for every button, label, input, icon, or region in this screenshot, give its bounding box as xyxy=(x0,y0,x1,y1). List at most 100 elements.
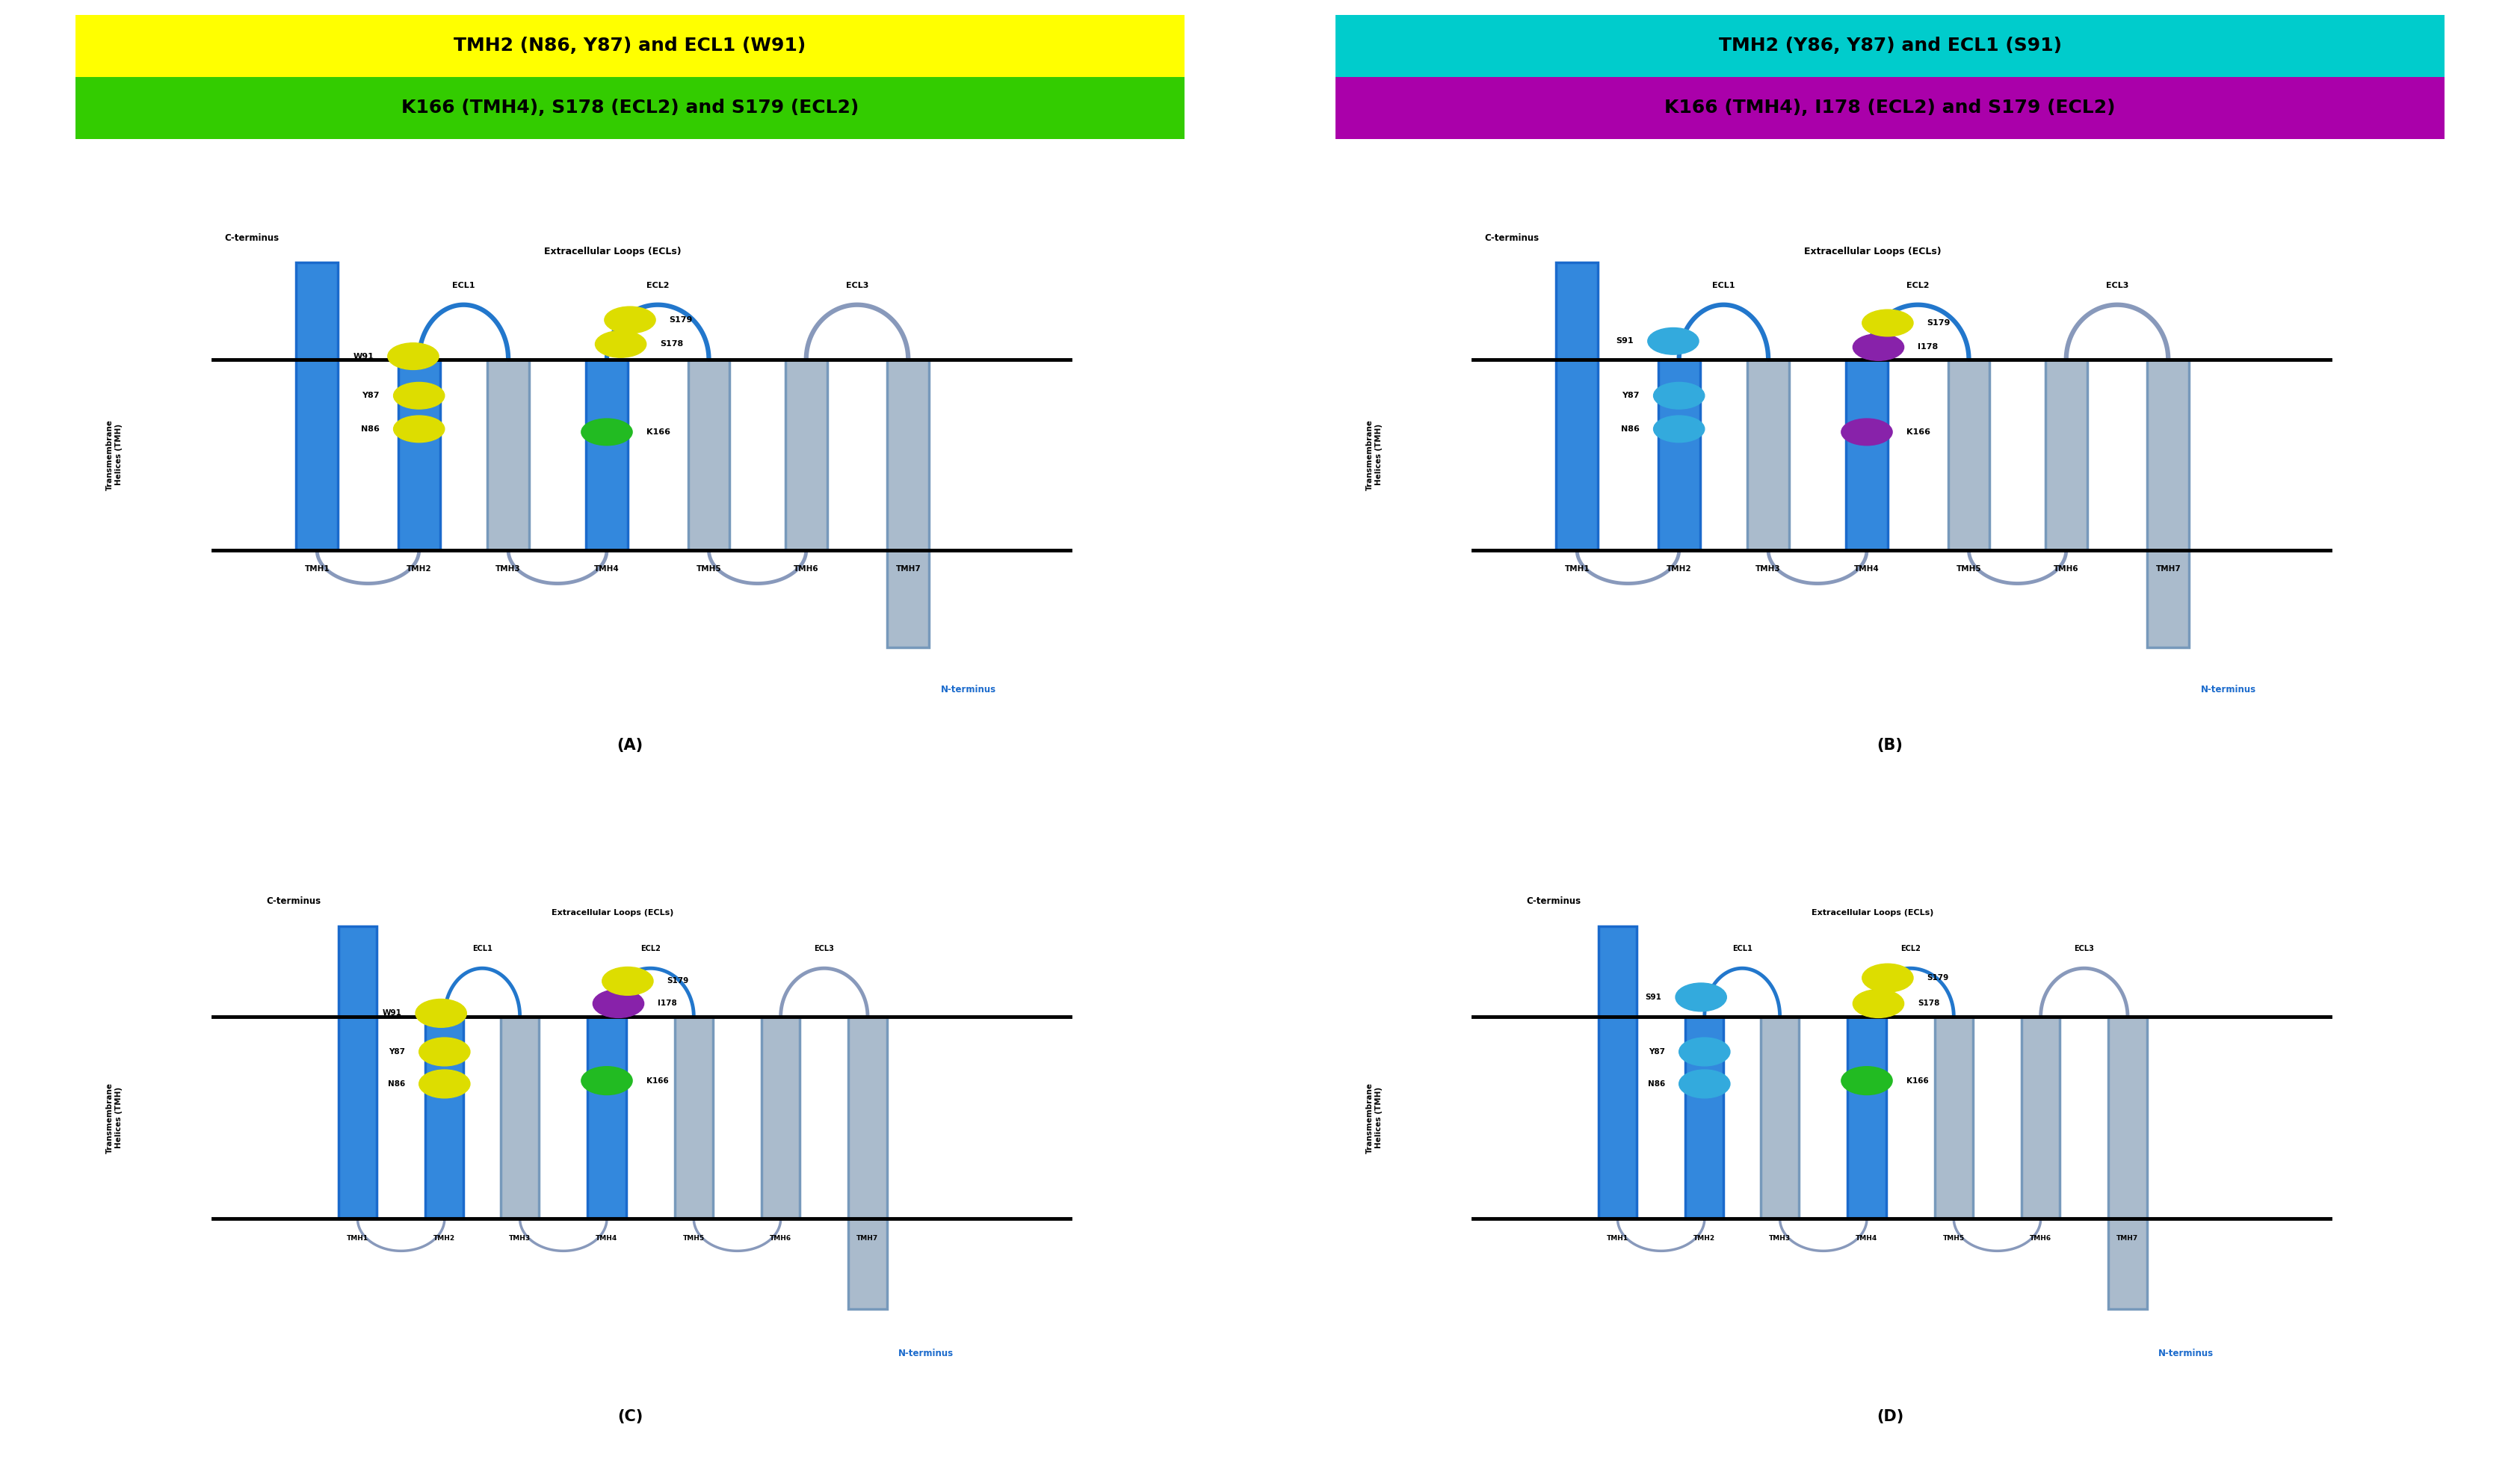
Circle shape xyxy=(1862,310,1913,336)
Text: ECL3: ECL3 xyxy=(814,945,834,952)
Circle shape xyxy=(1653,383,1704,409)
FancyBboxPatch shape xyxy=(2109,1016,2147,1308)
Text: Extracellular Loops (ECLs): Extracellular Loops (ECLs) xyxy=(1804,247,1940,257)
FancyBboxPatch shape xyxy=(1948,359,1991,550)
FancyBboxPatch shape xyxy=(887,359,930,647)
Text: (B): (B) xyxy=(1877,739,1903,753)
FancyBboxPatch shape xyxy=(1336,15,2444,76)
FancyBboxPatch shape xyxy=(587,1016,625,1219)
FancyBboxPatch shape xyxy=(1746,359,1789,550)
Text: ECL1: ECL1 xyxy=(1731,945,1751,952)
FancyBboxPatch shape xyxy=(1686,1016,1724,1219)
Text: Transmembrane
Helices (TMH): Transmembrane Helices (TMH) xyxy=(106,1082,123,1153)
Text: TMH4: TMH4 xyxy=(1855,1235,1877,1241)
Text: S179: S179 xyxy=(1928,320,1950,327)
Text: S91: S91 xyxy=(1615,337,1633,345)
Text: C-terminus: C-terminus xyxy=(1527,896,1580,905)
Text: Y87: Y87 xyxy=(1623,391,1641,400)
Text: TMH7: TMH7 xyxy=(895,565,920,572)
Text: TMH1: TMH1 xyxy=(1565,565,1590,572)
Text: TMH4: TMH4 xyxy=(595,565,620,572)
Circle shape xyxy=(1653,416,1704,442)
Text: W91: W91 xyxy=(383,1009,401,1018)
FancyBboxPatch shape xyxy=(1658,359,1701,550)
Text: TMH1: TMH1 xyxy=(1608,1235,1628,1241)
Circle shape xyxy=(1852,990,1905,1018)
Text: C-terminus: C-terminus xyxy=(1484,234,1540,242)
Text: ECL1: ECL1 xyxy=(451,282,476,289)
Text: TMH1: TMH1 xyxy=(348,1235,368,1241)
Circle shape xyxy=(1862,964,1913,991)
Text: N-terminus: N-terminus xyxy=(897,1349,953,1359)
FancyBboxPatch shape xyxy=(338,927,375,1219)
FancyBboxPatch shape xyxy=(1336,76,2444,139)
Circle shape xyxy=(1842,419,1893,445)
Text: (D): (D) xyxy=(1877,1409,1903,1425)
FancyBboxPatch shape xyxy=(2046,359,2087,550)
Circle shape xyxy=(393,383,444,409)
Text: TMH5: TMH5 xyxy=(1943,1235,1966,1241)
FancyBboxPatch shape xyxy=(297,263,338,550)
Text: N-terminus: N-terminus xyxy=(940,685,995,695)
Text: TMH3: TMH3 xyxy=(509,1235,532,1241)
Circle shape xyxy=(1678,1070,1731,1098)
Text: Y87: Y87 xyxy=(388,1048,406,1056)
Text: TMH2: TMH2 xyxy=(406,565,431,572)
FancyBboxPatch shape xyxy=(1847,359,1887,550)
Text: N86: N86 xyxy=(388,1080,406,1088)
FancyBboxPatch shape xyxy=(398,359,441,550)
Text: ECL3: ECL3 xyxy=(2107,282,2129,289)
Text: N-terminus: N-terminus xyxy=(2157,1349,2213,1359)
FancyBboxPatch shape xyxy=(426,1016,464,1219)
Text: K166: K166 xyxy=(1905,428,1930,435)
Circle shape xyxy=(393,416,444,442)
Text: K166 (TMH4), I178 (ECL2) and S179 (ECL2): K166 (TMH4), I178 (ECL2) and S179 (ECL2) xyxy=(1666,99,2114,117)
Text: K166: K166 xyxy=(645,428,670,435)
Circle shape xyxy=(1852,334,1905,361)
Text: N86: N86 xyxy=(1620,425,1641,432)
Text: ECL1: ECL1 xyxy=(471,945,491,952)
Text: TMH2: TMH2 xyxy=(1693,1235,1716,1241)
Text: TMH1: TMH1 xyxy=(305,565,330,572)
Text: S179: S179 xyxy=(1928,974,1948,981)
Circle shape xyxy=(388,343,438,369)
Circle shape xyxy=(582,419,633,445)
Text: TMH6: TMH6 xyxy=(794,565,819,572)
FancyBboxPatch shape xyxy=(2147,359,2190,647)
Text: S179: S179 xyxy=(670,317,693,324)
FancyBboxPatch shape xyxy=(1761,1016,1799,1219)
FancyBboxPatch shape xyxy=(76,15,1184,76)
FancyBboxPatch shape xyxy=(1935,1016,1973,1219)
Circle shape xyxy=(605,307,655,333)
Text: TMH4: TMH4 xyxy=(595,1235,617,1241)
Text: ECL3: ECL3 xyxy=(847,282,869,289)
Text: ECL1: ECL1 xyxy=(1711,282,1736,289)
FancyBboxPatch shape xyxy=(849,1016,887,1308)
Text: Transmembrane
Helices (TMH): Transmembrane Helices (TMH) xyxy=(1366,419,1383,491)
Text: ECL2: ECL2 xyxy=(1908,282,1930,289)
Text: TMH2: TMH2 xyxy=(1666,565,1691,572)
Text: S178: S178 xyxy=(660,340,683,347)
Text: I178: I178 xyxy=(658,1000,678,1007)
Circle shape xyxy=(595,331,645,358)
Circle shape xyxy=(1678,1038,1731,1066)
Text: TMH2 (Y86, Y87) and ECL1 (S91): TMH2 (Y86, Y87) and ECL1 (S91) xyxy=(1719,37,2061,54)
Text: Y87: Y87 xyxy=(1648,1048,1666,1056)
Text: Extracellular Loops (ECLs): Extracellular Loops (ECLs) xyxy=(544,247,680,257)
Text: I178: I178 xyxy=(1918,343,1938,350)
Text: Transmembrane
Helices (TMH): Transmembrane Helices (TMH) xyxy=(1366,1082,1383,1153)
Text: TMH5: TMH5 xyxy=(696,565,721,572)
Text: S91: S91 xyxy=(1646,993,1661,1002)
FancyBboxPatch shape xyxy=(486,359,529,550)
FancyBboxPatch shape xyxy=(761,1016,799,1219)
Text: TMH2: TMH2 xyxy=(433,1235,456,1241)
Text: TMH7: TMH7 xyxy=(2155,565,2180,572)
Circle shape xyxy=(1842,1067,1893,1095)
Text: TMH3: TMH3 xyxy=(496,565,522,572)
FancyBboxPatch shape xyxy=(501,1016,539,1219)
FancyBboxPatch shape xyxy=(1598,927,1635,1219)
Text: Transmembrane
Helices (TMH): Transmembrane Helices (TMH) xyxy=(106,419,123,491)
Circle shape xyxy=(1676,983,1726,1012)
Text: W91: W91 xyxy=(353,352,373,361)
Text: TMH5: TMH5 xyxy=(1956,565,1981,572)
